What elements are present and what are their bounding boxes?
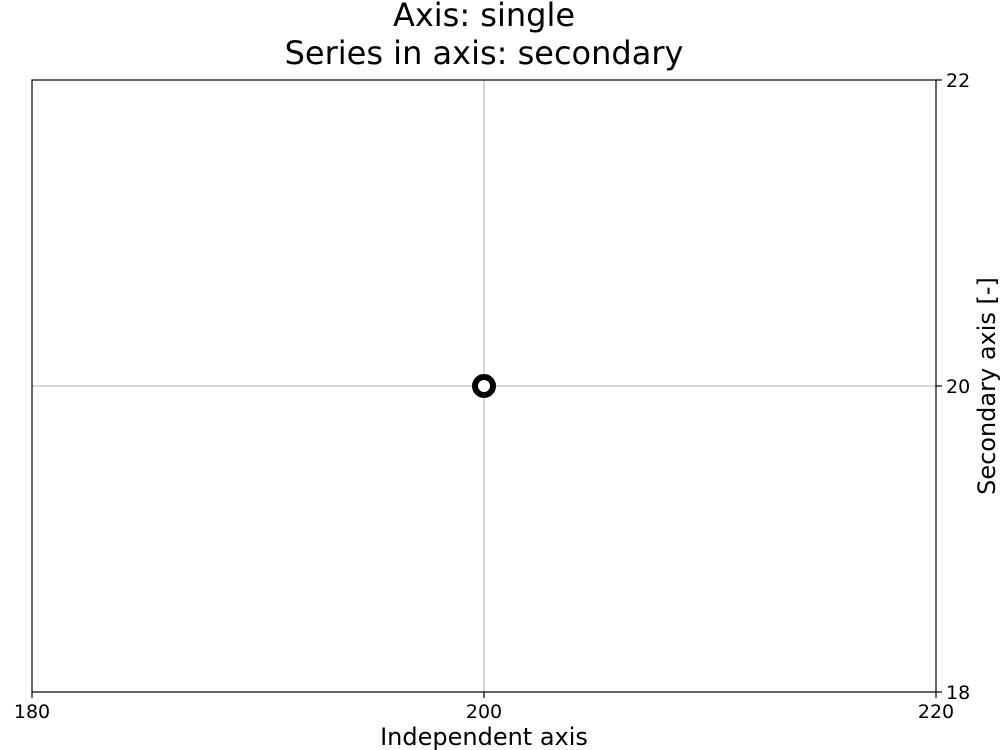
- data-points: [472, 374, 496, 398]
- x-tick-label: 200: [466, 701, 502, 723]
- y-tick-label: 22: [946, 70, 970, 92]
- y-tick-label: 18: [946, 682, 970, 704]
- y-tick-label: 20: [946, 376, 970, 398]
- x-axis-label: Independent axis: [380, 723, 588, 750]
- data-point: [472, 374, 496, 398]
- chart-title-line-1: Axis: single: [393, 0, 575, 34]
- x-tick-label: 180: [14, 701, 50, 723]
- x-tick-label: 220: [918, 701, 954, 723]
- chart-title-line-2: Series in axis: secondary: [285, 34, 684, 72]
- plot-frame: [31, 79, 937, 693]
- y-axis-label: Secondary axis [-]: [973, 277, 1000, 495]
